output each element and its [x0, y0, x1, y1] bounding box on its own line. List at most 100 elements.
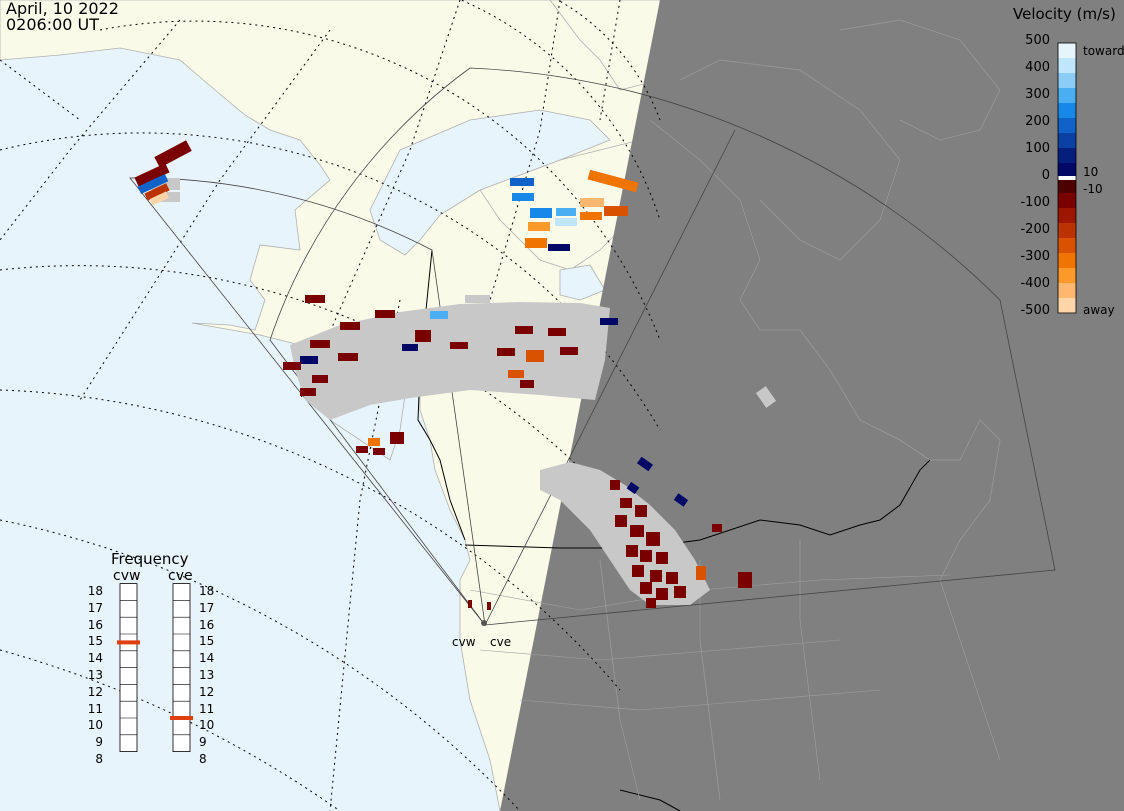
- velocity-cell: [149, 191, 169, 206]
- velocity-cell: [610, 480, 620, 490]
- greenland-north: [549, 0, 661, 91]
- velocity-cell: [300, 356, 318, 364]
- frequency-tick-label: 11: [87, 701, 103, 716]
- velocity-cell: [312, 375, 328, 383]
- frequency-tick-label: 10: [87, 718, 103, 733]
- frequency-tick-label: 13: [87, 668, 103, 682]
- hudson-strait: [559, 264, 606, 301]
- velocity-cell: [646, 532, 660, 546]
- night-outlines: [649, 19, 1001, 761]
- frequency-tick-label: 17: [199, 600, 215, 615]
- velocity-cell: [620, 498, 632, 508]
- velocity-color-swatch: [1058, 118, 1076, 134]
- velocity-cell: [526, 350, 544, 362]
- frequency-tick-label: 14: [87, 651, 103, 666]
- scatter-patch-4: [465, 295, 490, 303]
- meridian-1: [489, 0, 561, 301]
- scatter-patch-3: [755, 386, 777, 408]
- velocity-cell: [656, 552, 668, 564]
- lat-circle-4: [0, 132, 661, 431]
- velocity-cell: [530, 208, 552, 218]
- velocity-cell: [510, 178, 534, 186]
- velocity-cell: [560, 347, 578, 355]
- frequency-tick-label: 10: [199, 718, 215, 733]
- time-label: 0206:00 UT: [6, 15, 100, 34]
- velocity-color-swatch: [1058, 283, 1076, 299]
- velocity-cell: [137, 174, 169, 194]
- velocity-cell: [402, 344, 418, 351]
- velocity-cell: [528, 222, 550, 231]
- frequency-tick-label: 13: [199, 668, 215, 682]
- velocity-cells: [134, 140, 752, 610]
- velocity-cell: [487, 602, 491, 610]
- velocity-color-swatch: [1058, 178, 1076, 194]
- velocity-cell: [636, 456, 654, 472]
- mexico-border: [619, 789, 681, 811]
- state-line-4: [599, 559, 641, 801]
- frequency-tick-label: 18: [199, 584, 215, 598]
- velocity-color-swatch: [1058, 43, 1076, 59]
- velocity-color-swatch: [1058, 163, 1076, 179]
- scatter-patch-5: [550, 312, 568, 322]
- velocity-cell: [640, 550, 652, 562]
- velocity-cell: [600, 318, 618, 325]
- night-coast-1: [649, 119, 1001, 761]
- frequency-bars: [117, 583, 193, 752]
- velocity-color-swatch: [1058, 238, 1076, 254]
- velocity-cell: [712, 524, 722, 532]
- frequency-tick-label: 15: [199, 634, 215, 649]
- frequency-tick-label: 8: [199, 752, 207, 766]
- velocity-tick-label: 500: [1025, 33, 1050, 48]
- velocity-cell: [512, 193, 534, 201]
- lat-circle-6: [0, 389, 621, 691]
- velocity-tick-label: 0: [1041, 168, 1050, 183]
- date-label: April, 10 2022: [6, 0, 119, 18]
- frequency-tick-label: 9: [199, 735, 207, 750]
- velocity-cell: [144, 183, 170, 201]
- velocity-cell: [548, 244, 570, 251]
- velocity-tick-label: -400: [1020, 276, 1050, 291]
- meridian-4: [0, 19, 181, 241]
- frequency-tick-label: 15: [87, 634, 103, 649]
- velocity-tick-label: 300: [1025, 87, 1050, 102]
- velocity-cell: [696, 566, 706, 580]
- velocity-color-swatch: [1058, 223, 1076, 239]
- cve-fov: [269, 67, 1056, 626]
- lat-circle-7: [0, 519, 521, 811]
- velocity-cell: [134, 163, 170, 187]
- velocity-cell: [373, 448, 385, 455]
- velocity-tick-label: -200: [1020, 222, 1050, 237]
- velocity-cell: [555, 218, 577, 226]
- velocity-cell: [515, 326, 533, 334]
- frequency-tick-label: 16: [87, 617, 103, 632]
- velocity-color-swatch: [1058, 193, 1076, 209]
- frequency-tick-label: 14: [199, 651, 215, 666]
- away-label: away: [1083, 303, 1115, 317]
- velocity-tick-neg10: -10: [1083, 182, 1103, 196]
- velocity-cell: [305, 295, 325, 303]
- frequency-tick-label: 8: [95, 752, 103, 766]
- velocity-cell: [673, 493, 689, 507]
- meridian-5: [599, 0, 621, 121]
- cve-fov-line: [484, 129, 736, 626]
- frequency-marker-cvw: [117, 640, 140, 645]
- velocity-cell: [525, 238, 547, 248]
- velocity-cell: [415, 330, 431, 342]
- frequency-tick-label: 9: [95, 735, 103, 750]
- state-line-2: [479, 639, 841, 661]
- velocity-cell: [580, 212, 602, 220]
- velocity-color-swatch: [1058, 298, 1076, 314]
- velocity-color-swatch: [1058, 148, 1076, 164]
- velocity-cell: [738, 572, 752, 588]
- beaufort-sea: [369, 109, 611, 256]
- velocity-tick-label: -500: [1020, 303, 1050, 318]
- toward-label: toward: [1083, 44, 1124, 58]
- night-coast-2: [679, 59, 901, 261]
- velocity-tick-label: 100: [1025, 141, 1050, 156]
- frequency-tick-label: 11: [199, 701, 215, 716]
- scatter-patch-2: [158, 192, 180, 202]
- velocity-cell: [390, 432, 404, 444]
- velocity-color-swatch: [1058, 208, 1076, 224]
- velocity-cell: [340, 322, 360, 330]
- night-coast-3: [839, 19, 1001, 141]
